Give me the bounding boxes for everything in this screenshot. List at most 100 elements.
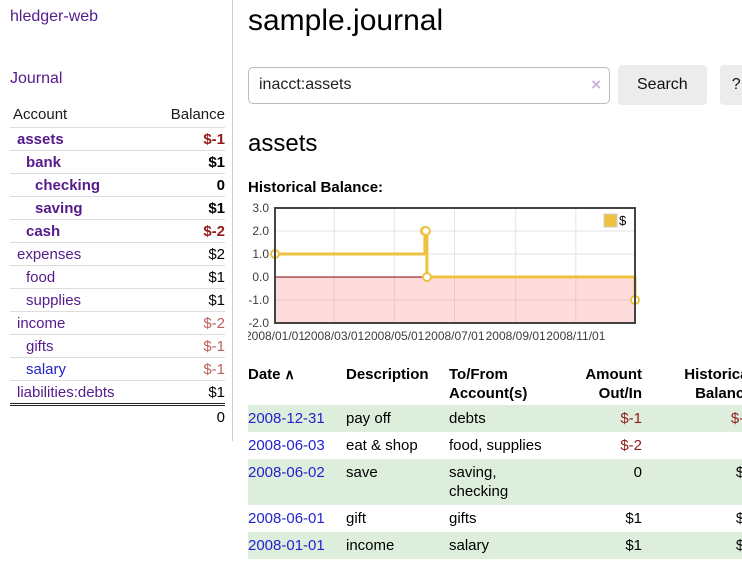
- account-balance: 0: [148, 173, 225, 197]
- transaction-date-link[interactable]: 2008-06-03: [248, 437, 325, 454]
- accounts-header-balance: Balance: [170, 106, 225, 123]
- y-axis-tick-label: -1.0: [248, 293, 269, 307]
- transaction-balance: $1: [735, 537, 742, 554]
- transaction-date-link[interactable]: 2008-06-02: [248, 464, 325, 481]
- data-point-marker: [421, 272, 432, 282]
- account-row: assets $-1: [10, 127, 225, 151]
- accounts-table: Account Balance assets $-1 bank $1 checking 0…: [10, 104, 225, 429]
- register-row: 2008-06-02 save saving, checking 0 $2: [248, 459, 742, 505]
- transaction-description: gift: [346, 510, 367, 527]
- transaction-accounts: debts: [449, 410, 486, 427]
- y-axis-tick-label: 0.0: [252, 270, 269, 284]
- account-balance: $-2: [148, 219, 225, 243]
- transaction-balance: $2: [735, 510, 742, 527]
- register-row: 2008-01-01 income salary $1 $1: [248, 532, 742, 559]
- app-title-link[interactable]: hledger-web: [10, 8, 99, 25]
- account-row: bank $1: [10, 150, 225, 174]
- x-axis-tick-label: 2008/05/01: [364, 329, 424, 343]
- transaction-description: eat & shop: [346, 437, 418, 454]
- y-axis-tick-label: -2.0: [248, 316, 269, 330]
- data-point-marker: [420, 226, 431, 236]
- main-panel: sample.journal × Search ? assets Histori…: [233, 0, 742, 559]
- accounts-total-row: 0: [10, 403, 225, 429]
- legend-label: $: [619, 213, 627, 228]
- account-balance: $1: [148, 380, 225, 405]
- account-row: salary $-1: [10, 357, 225, 381]
- account-balance: $2: [148, 242, 225, 266]
- account-link[interactable]: cash: [26, 222, 61, 240]
- clear-search-icon[interactable]: ×: [591, 74, 601, 94]
- x-axis-tick-label: 2008/09/01: [486, 329, 546, 343]
- transaction-description: pay off: [346, 410, 391, 427]
- register-row: 2008-06-03 eat & shop food, supplies $-20: [248, 432, 742, 459]
- search-form: × Search ?: [248, 65, 742, 105]
- transaction-balance: 0: [642, 432, 742, 459]
- account-row: supplies $1: [10, 288, 225, 312]
- transaction-accounts: gifts: [449, 510, 477, 527]
- account-link[interactable]: saving: [35, 199, 83, 217]
- chart-svg: 2008/01/01 2008/03/01 2008/05/01 2008/07/01…: [248, 203, 640, 343]
- register-table: Date ∧ Description To/From Account(s) Amount…: [248, 363, 742, 559]
- transaction-date-link[interactable]: 2008-06-01: [248, 510, 325, 527]
- register-col-header: Description: [346, 366, 429, 383]
- plot-border: [274, 207, 636, 324]
- sidebar: hledger-web Journal Account Balance asse…: [0, 0, 233, 441]
- register-col-header: To/From Account(s): [449, 366, 528, 402]
- chart-title: Historical Balance:: [248, 179, 384, 196]
- y-axis-tick-label: 2.0: [252, 224, 269, 238]
- account-balance: $1: [148, 288, 225, 312]
- sort-asc-icon: ∧: [284, 366, 295, 382]
- account-link[interactable]: food: [26, 268, 56, 286]
- register-row: 2008-12-31 pay off debts $-1 $-1: [248, 405, 742, 432]
- help-button[interactable]: ?: [719, 65, 742, 105]
- account-balance: $1: [148, 265, 225, 289]
- account-row: expenses $2: [10, 242, 225, 266]
- account-row: cash $-2: [10, 219, 225, 243]
- transaction-amount: 0: [633, 464, 642, 481]
- account-row: gifts $-1: [10, 334, 225, 358]
- account-link[interactable]: bank: [26, 153, 62, 171]
- x-axis-tick-label: 2008/03/01: [304, 329, 364, 343]
- account-balance: $-1: [148, 357, 225, 381]
- account-link[interactable]: gifts: [26, 337, 54, 355]
- x-axis-tick-label: 2008/01/01: [248, 329, 305, 343]
- account-heading: assets: [248, 130, 318, 157]
- transaction-description: income: [346, 537, 395, 554]
- account-balance: $1: [148, 196, 225, 220]
- account-link[interactable]: salary: [26, 360, 67, 378]
- transaction-date-link[interactable]: 2008-01-01: [248, 537, 325, 554]
- transaction-accounts: salary: [449, 537, 490, 554]
- account-link[interactable]: supplies: [26, 291, 82, 309]
- transaction-accounts: food, supplies: [449, 437, 542, 454]
- y-axis-tick-label: 3.0: [252, 203, 269, 215]
- transaction-description: save: [346, 464, 378, 481]
- transaction-amount: $1: [625, 510, 642, 527]
- register-col-header: Amount Out/In: [585, 366, 642, 402]
- register-col-header[interactable]: Date ∧: [248, 366, 295, 383]
- register-header-row: Date ∧ Description To/From Account(s) Amount…: [248, 363, 742, 405]
- journal-link[interactable]: Journal: [10, 70, 63, 87]
- historical-balance-chart: 2008/01/01 2008/03/01 2008/05/01 2008/07/01…: [248, 203, 742, 345]
- account-link[interactable]: assets: [17, 130, 64, 148]
- account-row: liabilities:debts $1: [10, 380, 225, 405]
- accounts-table-body: assets $-1 bank $1 checking 0 saving $1 cash $-2 e…: [10, 127, 225, 405]
- transaction-balance: $2: [735, 464, 742, 481]
- transaction-amount: $1: [625, 537, 642, 554]
- account-link[interactable]: income: [17, 314, 66, 332]
- transaction-amount: $-2: [620, 437, 642, 454]
- account-balance: $-2: [148, 311, 225, 335]
- account-link[interactable]: checking: [35, 176, 101, 194]
- account-link[interactable]: liabilities:debts: [17, 383, 115, 401]
- account-balance: $1: [148, 150, 225, 174]
- account-link[interactable]: expenses: [17, 245, 82, 263]
- search-button[interactable]: Search: [618, 65, 707, 105]
- register-row: 2008-06-01 gift gifts $1 $2: [248, 505, 742, 532]
- transaction-amount: $-1: [620, 410, 642, 427]
- accounts-header-account: Account: [13, 106, 68, 123]
- account-row: food $1: [10, 265, 225, 289]
- accounts-total-balance: 0: [148, 403, 225, 429]
- transaction-date-link[interactable]: 2008-12-31: [248, 410, 325, 427]
- transaction-accounts: saving, checking: [449, 464, 509, 500]
- search-input[interactable]: [248, 66, 610, 104]
- page-title: sample.journal: [248, 4, 444, 37]
